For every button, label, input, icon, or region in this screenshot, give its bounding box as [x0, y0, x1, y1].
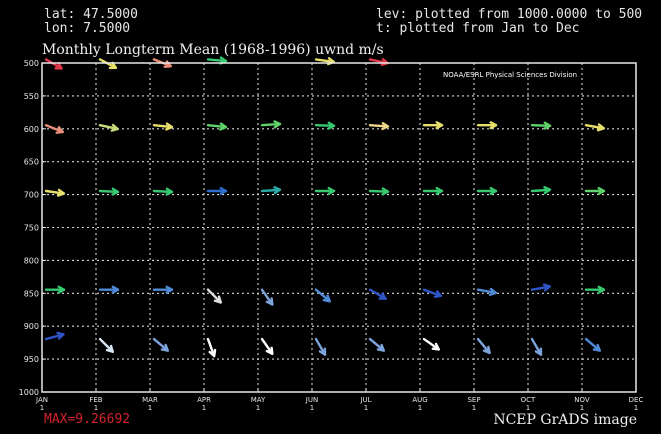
wind-vector: [98, 123, 119, 132]
wind-vector: [98, 187, 120, 196]
wind-vector: [98, 285, 120, 294]
y-tick-label: 800: [24, 256, 39, 265]
x-axis: JAN1FEB1MAR1APR1MAY1JUN1JUL1AUG1SEP1OCT1…: [35, 388, 643, 412]
footer-label: NCEP GrADS image: [493, 412, 637, 428]
wind-vector: [260, 186, 282, 195]
y-tick-label: 950: [24, 355, 39, 364]
latitude-label: lat: 47.5000: [44, 7, 138, 22]
wind-vector: [476, 337, 491, 355]
x-tick-label: JUL: [359, 396, 371, 404]
longitude-label: lon: 7.5000: [44, 21, 131, 36]
wind-vector: [530, 283, 551, 292]
wind-vector: [530, 186, 552, 195]
wind-vector: [584, 337, 601, 352]
wind-vector: [368, 122, 390, 131]
y-axis: 500 550 600 650 700 750 800 850 900 950 1000: [19, 59, 46, 397]
y-tick-label: 750: [24, 224, 39, 233]
wind-vector: [584, 285, 606, 294]
wind-vector: [314, 121, 336, 130]
wind-vector: [44, 188, 66, 197]
wind-vector: [314, 288, 331, 303]
x-tick-sublabel: 1: [148, 404, 152, 412]
wind-vector: [476, 287, 497, 296]
x-tick-label: APR: [197, 396, 211, 404]
plot-frame: [41, 62, 637, 393]
max-value-label: MAX=9.26692: [44, 412, 131, 427]
level-range-label: lev: plotted from 1000.0000 to 500: [376, 7, 643, 22]
y-tick-label: 1000: [19, 388, 39, 397]
wind-vector: [368, 187, 390, 196]
x-tick-sublabel: 1: [580, 404, 584, 412]
y-tick-label: 650: [24, 158, 39, 167]
y-tick-label: 850: [24, 289, 39, 298]
wind-vector: [368, 288, 387, 300]
wind-vector: [476, 186, 498, 196]
wind-vector: [584, 123, 605, 132]
x-tick-label: SEP: [467, 396, 480, 404]
wind-vector: [206, 122, 228, 131]
wind-vector: [152, 337, 169, 352]
wind-vectors: [44, 56, 606, 358]
wind-vector: [422, 186, 444, 196]
x-tick-label: MAY: [251, 396, 266, 404]
x-tick-label: JUN: [305, 396, 318, 404]
x-tick-label: FEB: [89, 396, 102, 404]
x-tick-label: JAN: [35, 396, 48, 404]
x-tick-sublabel: 1: [256, 404, 260, 412]
x-tick-label: DEC: [629, 396, 644, 404]
x-tick-label: NOV: [574, 396, 590, 404]
wind-vector: [260, 120, 282, 129]
x-tick-sublabel: 1: [202, 404, 206, 412]
x-tick-sublabel: 1: [94, 404, 98, 412]
x-tick-sublabel: 1: [526, 404, 530, 412]
y-tick-label: 900: [24, 322, 39, 331]
x-tick-sublabel: 1: [40, 404, 44, 412]
x-tick-sublabel: 1: [634, 404, 638, 412]
x-tick-sublabel: 1: [418, 404, 422, 412]
wind-vector: [530, 121, 552, 130]
x-tick-label: OCT: [521, 396, 536, 404]
wind-vector: [44, 123, 64, 134]
wind-vector: [260, 288, 274, 306]
x-tick-sublabel: 1: [472, 404, 476, 412]
x-tick-label: MAR: [142, 396, 158, 404]
wind-vector: [152, 122, 174, 131]
wind-vector: [152, 187, 174, 196]
y-tick-label: 600: [24, 125, 39, 134]
x-tick-sublabel: 1: [310, 404, 314, 412]
y-tick-label: 700: [24, 191, 39, 200]
credit-label: NOAA/ESRL Physical Sciences Division: [443, 71, 578, 79]
wind-vector: [44, 58, 63, 70]
wind-vector: [98, 337, 114, 353]
wind-vector: [530, 337, 543, 356]
wind-vector: [314, 186, 336, 196]
y-tick-label: 500: [24, 59, 39, 68]
wind-vector: [152, 285, 174, 294]
wind-vector: [314, 337, 327, 356]
wind-vector: [206, 186, 228, 196]
wind-vector: [260, 337, 274, 355]
time-range-label: t: plotted from Jan to Dec: [376, 21, 580, 36]
wind-vector: [206, 288, 222, 304]
wind-vector: [476, 121, 498, 130]
wind-vector: [422, 121, 444, 130]
wind-vector: [44, 285, 66, 294]
wind-vector: [206, 337, 217, 358]
wind-vector: [422, 337, 440, 351]
plot-grid: [42, 63, 636, 392]
y-tick-label: 550: [24, 92, 39, 101]
chart-title: Monthly Longterm Mean (1968-1996) uwnd m…: [42, 42, 384, 58]
wind-vector: [368, 58, 389, 67]
wind-vector: [422, 288, 443, 298]
x-tick-sublabel: 1: [364, 404, 368, 412]
x-tick-label: AUG: [412, 396, 427, 404]
wind-vector: [368, 337, 385, 352]
wind-vector: [44, 331, 65, 341]
wind-vector: [584, 186, 606, 196]
